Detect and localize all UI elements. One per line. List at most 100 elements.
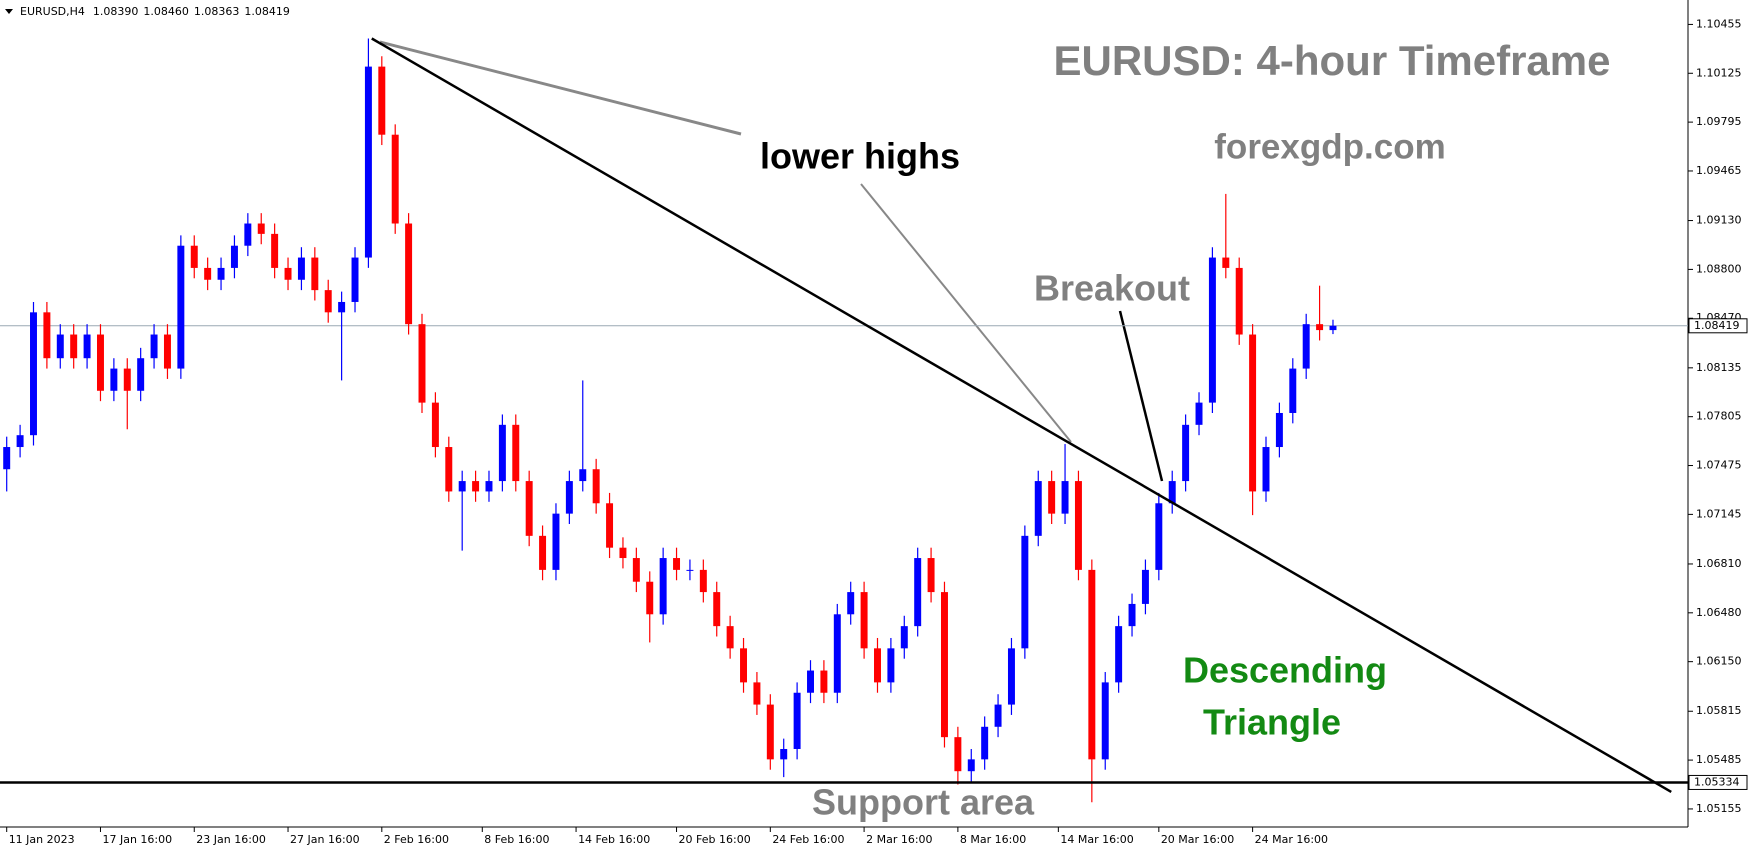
- candle-body: [445, 447, 453, 492]
- candle-body: [981, 726, 989, 760]
- x-tick-label: 11 Jan 2023: [9, 833, 75, 846]
- chart-title: EURUSD: 4-hour Timeframe: [1054, 37, 1611, 84]
- pattern-label: Descending: [1183, 650, 1387, 691]
- annotation: Support area: [812, 782, 1035, 823]
- candle-body: [1302, 324, 1310, 369]
- candle-body: [512, 424, 520, 482]
- candle-body: [230, 245, 238, 268]
- candle-body: [338, 301, 346, 313]
- candle-body: [3, 447, 11, 470]
- menu-arrow: [5, 9, 13, 14]
- candle-body: [1061, 481, 1069, 514]
- candle-body: [1275, 412, 1283, 448]
- candle-body: [137, 358, 145, 391]
- ohlc-label: 1.08390: [93, 5, 139, 18]
- candle-body: [1289, 368, 1297, 413]
- candle-body: [1155, 503, 1163, 570]
- candle-body: [766, 704, 774, 760]
- candle-body: [579, 469, 587, 482]
- candle-body: [485, 481, 493, 492]
- candle-body: [1316, 324, 1324, 331]
- ohlc-label: 1.08460: [143, 5, 189, 18]
- pattern-label: Triangle: [1203, 702, 1341, 743]
- x-tick-label: 20 Mar 16:00: [1161, 833, 1234, 846]
- x-tick-label: 24 Feb 16:00: [772, 833, 844, 846]
- candle-body: [847, 592, 855, 615]
- candle-body: [914, 558, 922, 627]
- candle-body: [699, 569, 707, 593]
- candle-body: [30, 312, 37, 436]
- candle-body: [1235, 267, 1243, 335]
- candle-body: [498, 424, 506, 482]
- y-tick-label: 1.08135: [1696, 361, 1742, 374]
- candle-body: [70, 334, 78, 359]
- candle-body: [1115, 626, 1123, 683]
- candle-body: [351, 257, 359, 302]
- candle-body: [940, 592, 948, 738]
- x-tick-label: 2 Mar 16:00: [866, 833, 932, 846]
- candle-body: [1168, 481, 1176, 504]
- candle-body: [391, 134, 399, 224]
- candle-body: [311, 257, 319, 291]
- y-tick-label: 1.05485: [1696, 753, 1742, 766]
- candle-body: [324, 290, 332, 313]
- candle-body: [887, 648, 895, 683]
- y-tick-label: 1.08800: [1696, 262, 1742, 275]
- candle-body: [1222, 257, 1230, 268]
- candle-body: [565, 481, 573, 514]
- candle-body: [807, 670, 814, 693]
- candle-body: [673, 558, 681, 570]
- candle-body: [1074, 481, 1082, 570]
- y-tick-label: 1.06810: [1696, 557, 1742, 570]
- candle-body: [96, 334, 104, 391]
- y-tick-label: 1.05815: [1696, 704, 1742, 717]
- x-tick-label: 27 Jan 16:00: [290, 833, 360, 846]
- candle-body: [16, 435, 24, 448]
- candle-body: [726, 626, 734, 649]
- candle-body: [56, 334, 64, 359]
- x-tick-label: 24 Mar 16:00: [1255, 833, 1328, 846]
- candle-body: [1182, 424, 1190, 482]
- y-tick-label: 1.10125: [1696, 66, 1742, 79]
- x-tick-label: 14 Mar 16:00: [1060, 833, 1133, 846]
- candle-body: [552, 513, 560, 570]
- ohlc-label: 1.08363: [194, 5, 240, 18]
- candle-body: [190, 245, 198, 268]
- y-tick-label: 1.09795: [1696, 115, 1742, 128]
- x-tick-label: 23 Jan 16:00: [196, 833, 266, 846]
- x-tick-label: 20 Feb 16:00: [679, 833, 751, 846]
- candle-body: [1195, 402, 1203, 425]
- candle-body: [418, 324, 426, 403]
- pointer-line: [379, 40, 742, 136]
- candle-body: [900, 626, 908, 649]
- candle-body: [472, 481, 480, 492]
- price-label: 1.08419: [1694, 319, 1740, 332]
- candle-body: [378, 66, 386, 135]
- candle-body: [217, 267, 225, 280]
- pointer-line: [1118, 310, 1164, 482]
- candle-body: [860, 592, 868, 649]
- annotation: lower highs: [760, 136, 960, 177]
- candle-body: [606, 503, 614, 548]
- candle-body: [177, 245, 185, 369]
- candle-body: [646, 581, 654, 615]
- candle-body: [163, 334, 171, 369]
- candle-body: [150, 334, 158, 359]
- candle-body: [1208, 257, 1216, 403]
- candle-body: [257, 223, 265, 234]
- candle-body: [994, 704, 1002, 727]
- y-tick-label: 1.10455: [1696, 17, 1742, 30]
- candle-body: [83, 334, 91, 359]
- candle-body: [1101, 682, 1109, 760]
- candle-body: [431, 402, 439, 448]
- candle-body: [1021, 535, 1029, 649]
- candle-body: [820, 670, 828, 693]
- candle-body: [539, 535, 547, 570]
- x-tick-label: 8 Feb 16:00: [484, 833, 549, 846]
- pointer-line: [860, 183, 1072, 443]
- trendline: [371, 37, 1672, 794]
- y-tick-label: 1.06480: [1696, 606, 1742, 619]
- candle-body: [1128, 603, 1136, 627]
